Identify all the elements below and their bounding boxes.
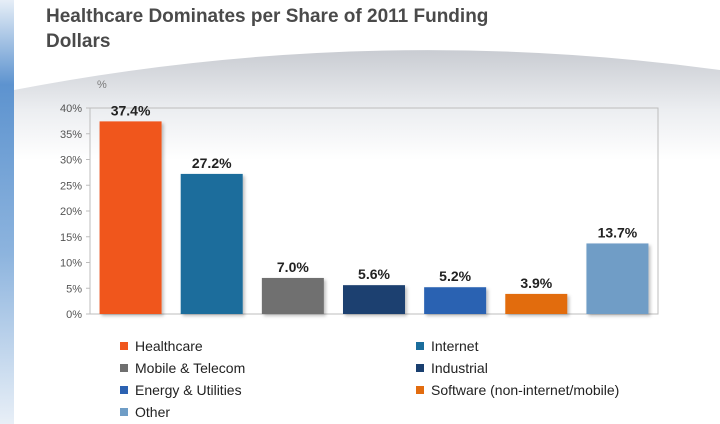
legend-swatch	[120, 408, 128, 416]
bar-1	[99, 121, 162, 314]
legend-item-3: Mobile & Telecom	[120, 360, 245, 376]
y-tick-label: 25%	[60, 180, 82, 192]
decorative-side-bar	[0, 0, 14, 424]
legend-item-4: Industrial	[416, 360, 488, 376]
y-tick-label: 10%	[60, 258, 82, 270]
legend-swatch	[416, 342, 424, 350]
bar-2	[180, 173, 243, 314]
legend-swatch	[120, 386, 128, 394]
legend-label: Energy & Utilities	[135, 382, 242, 398]
legend-label: Software (non-internet/mobile)	[431, 382, 620, 398]
y-tick-label: 20%	[60, 206, 82, 218]
y-tick-label: 0%	[66, 309, 82, 321]
bar-6	[505, 293, 568, 314]
legend-swatch	[416, 364, 424, 372]
y-tick-label: 40%	[60, 103, 82, 115]
legend-label: Healthcare	[135, 338, 203, 354]
bar-5	[424, 287, 487, 314]
y-tick-label: 30%	[60, 155, 82, 167]
data-label-6: 3.9%	[520, 275, 552, 291]
y-tick-label: 35%	[60, 129, 82, 141]
chart-title-line-2: Dollars	[46, 31, 111, 52]
data-label-3: 7.0%	[277, 259, 309, 275]
data-label-1: 37.4%	[111, 102, 151, 118]
data-label-2: 27.2%	[192, 155, 232, 171]
bar-7	[586, 243, 649, 314]
legend-swatch	[120, 364, 128, 372]
legend-label: Internet	[431, 338, 479, 354]
chart-title: Healthcare Dominates per Share of 2011 F…	[46, 4, 666, 54]
legend-item-7: Other	[120, 404, 170, 420]
bar-3	[261, 277, 324, 314]
bar-4	[343, 285, 405, 314]
legend-item-2: Internet	[416, 338, 478, 354]
data-label-7: 13.7%	[598, 224, 638, 240]
legend-label: Industrial	[431, 360, 488, 376]
decorative-swoosh	[14, 50, 720, 160]
legend-swatch	[120, 342, 128, 350]
legend-label: Other	[135, 404, 171, 420]
chart-title-line-1: Healthcare Dominates per Share of 2011 F…	[46, 6, 489, 27]
y-axis-unit-label: %	[97, 79, 107, 91]
legend-item-5: Energy & Utilities	[120, 382, 242, 398]
data-label-5: 5.2%	[439, 268, 471, 284]
legend-label: Mobile & Telecom	[135, 360, 246, 376]
y-tick-label: 5%	[66, 283, 82, 295]
data-label-4: 5.6%	[358, 266, 390, 282]
legend-item-6: Software (non-internet/mobile)	[416, 382, 619, 398]
y-tick-label: 15%	[60, 232, 82, 244]
legend-item-1: Healthcare	[120, 338, 203, 354]
legend-swatch	[416, 386, 424, 394]
plot-area-frame	[89, 107, 659, 315]
